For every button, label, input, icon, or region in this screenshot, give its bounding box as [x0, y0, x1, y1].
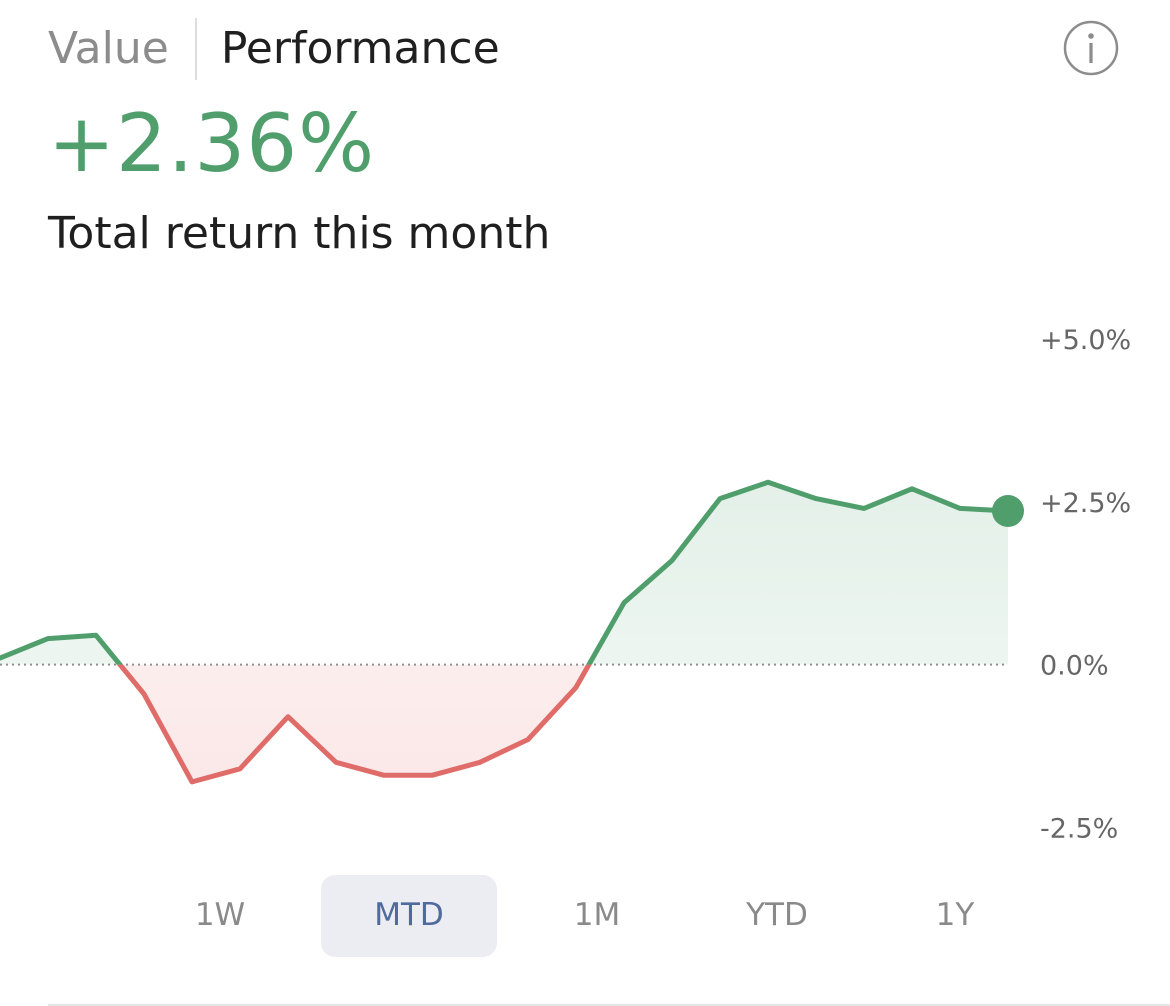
- negative-area: [120, 664, 589, 782]
- view-toggle: Value Performance: [48, 18, 500, 80]
- range-button-1w[interactable]: 1W: [194, 897, 246, 933]
- positive-area: [0, 482, 1008, 665]
- info-circle-icon: [1063, 20, 1119, 76]
- y-axis-tick-label: +2.5%: [1040, 488, 1131, 519]
- range-button-mtd[interactable]: MTD: [321, 875, 497, 957]
- range-selector: 1W MTD 1M YTD 1Y: [0, 875, 1170, 957]
- range-button-ytd[interactable]: YTD: [746, 897, 808, 933]
- performance-chart: +5.0% +2.5% 0.0% -2.5%: [0, 325, 1131, 844]
- total-return-value: +2.36%: [48, 97, 376, 190]
- latest-value-marker: [992, 494, 1024, 527]
- divider: [48, 1004, 1170, 1006]
- info-button[interactable]: [1063, 20, 1119, 76]
- y-axis-tick-label: +5.0%: [1040, 325, 1131, 356]
- total-return-caption: Total return this month: [48, 208, 551, 259]
- tab-performance[interactable]: Performance: [220, 23, 500, 74]
- range-button-1y[interactable]: 1Y: [935, 897, 975, 933]
- positive-return-line: [0, 479, 1011, 665]
- y-axis-tick-label: 0.0%: [1040, 651, 1109, 682]
- y-axis-tick-label: -2.5%: [1040, 813, 1118, 844]
- range-button-1m[interactable]: 1M: [573, 897, 621, 933]
- tab-divider: [194, 18, 197, 80]
- negative-return-line: [116, 664, 592, 785]
- tab-value[interactable]: Value: [48, 23, 169, 74]
